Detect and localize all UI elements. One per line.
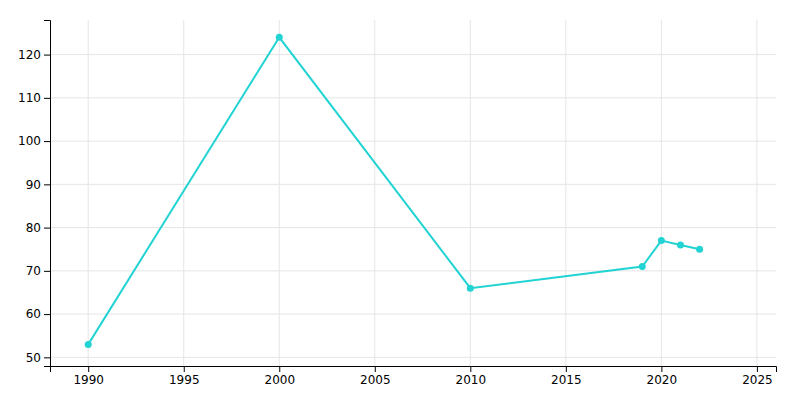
tick-label: 2000 <box>264 373 295 387</box>
line <box>88 37 699 344</box>
grid-line <box>50 357 776 358</box>
point <box>696 246 703 253</box>
grid-line <box>50 270 776 271</box>
tick-label: 2025 <box>742 373 773 387</box>
tick-label: 2015 <box>551 373 582 387</box>
tick-mark <box>757 366 758 372</box>
tick-mark <box>44 141 50 142</box>
tick: 100 <box>18 134 50 148</box>
tick-label: 2005 <box>360 373 391 387</box>
tick: 2015 <box>551 366 582 387</box>
tick: 1990 <box>73 366 104 387</box>
grid-line <box>50 54 776 55</box>
axis-line <box>44 21 51 367</box>
y-axis: 50 60 70 80 90 100 110 120 <box>18 21 50 367</box>
series <box>85 34 703 348</box>
tick: 2025 <box>742 366 773 387</box>
tick-mark <box>44 98 50 99</box>
tick-label: 70 <box>26 264 41 278</box>
tick: 70 <box>26 264 50 278</box>
tick: 50 <box>26 351 50 365</box>
tick-mark <box>44 184 50 185</box>
tick-mark <box>44 357 50 358</box>
x-axis: 1990 1995 2000 2005 2010 2015 2020 2025 <box>51 366 777 387</box>
chart: 1990 1995 2000 2005 2010 2015 2020 2025 50 60 70 80… <box>0 0 800 400</box>
tick-mark <box>661 366 662 372</box>
point <box>677 241 684 248</box>
tick-mark <box>88 366 89 372</box>
point <box>276 34 283 41</box>
tick-label: 2020 <box>647 373 678 387</box>
tick-label: 1995 <box>169 373 200 387</box>
tick-label: 100 <box>18 134 41 148</box>
tick: 120 <box>18 48 50 62</box>
tick: 2000 <box>264 366 295 387</box>
tick-label: 50 <box>26 351 41 365</box>
tick-mark <box>44 314 50 315</box>
tick-mark <box>470 366 471 372</box>
tick-mark <box>375 366 376 372</box>
tick-label: 1990 <box>73 373 104 387</box>
tick-mark <box>44 271 50 272</box>
point <box>639 263 646 270</box>
tick-label: 2010 <box>456 373 487 387</box>
grid-line <box>50 184 776 185</box>
grid-line <box>50 141 776 142</box>
tick-mark <box>184 366 185 372</box>
tick: 60 <box>26 307 50 321</box>
tick: 2010 <box>456 366 487 387</box>
tick-label: 60 <box>26 307 41 321</box>
tick-mark <box>279 366 280 372</box>
tick-mark <box>44 228 50 229</box>
tick-mark <box>44 55 50 56</box>
tick-mark <box>566 366 567 372</box>
tick-label: 110 <box>18 91 41 105</box>
tick-label: 90 <box>26 178 41 192</box>
plot: 1990 1995 2000 2005 2010 2015 2020 2025 50 60 70 80… <box>18 20 776 387</box>
tick: 90 <box>26 178 50 192</box>
point <box>467 285 474 292</box>
tick: 2020 <box>647 366 678 387</box>
tick: 1995 <box>169 366 200 387</box>
tick: 80 <box>26 221 50 235</box>
tick-label: 120 <box>18 48 41 62</box>
point <box>85 341 92 348</box>
grid-line <box>50 97 776 98</box>
grid-line <box>50 227 776 228</box>
tick: 2005 <box>360 366 391 387</box>
grid-line <box>50 314 776 315</box>
tick-label: 80 <box>26 221 41 235</box>
axis-line <box>51 367 777 373</box>
point <box>658 237 665 244</box>
tick: 110 <box>18 91 50 105</box>
grid <box>50 20 776 366</box>
